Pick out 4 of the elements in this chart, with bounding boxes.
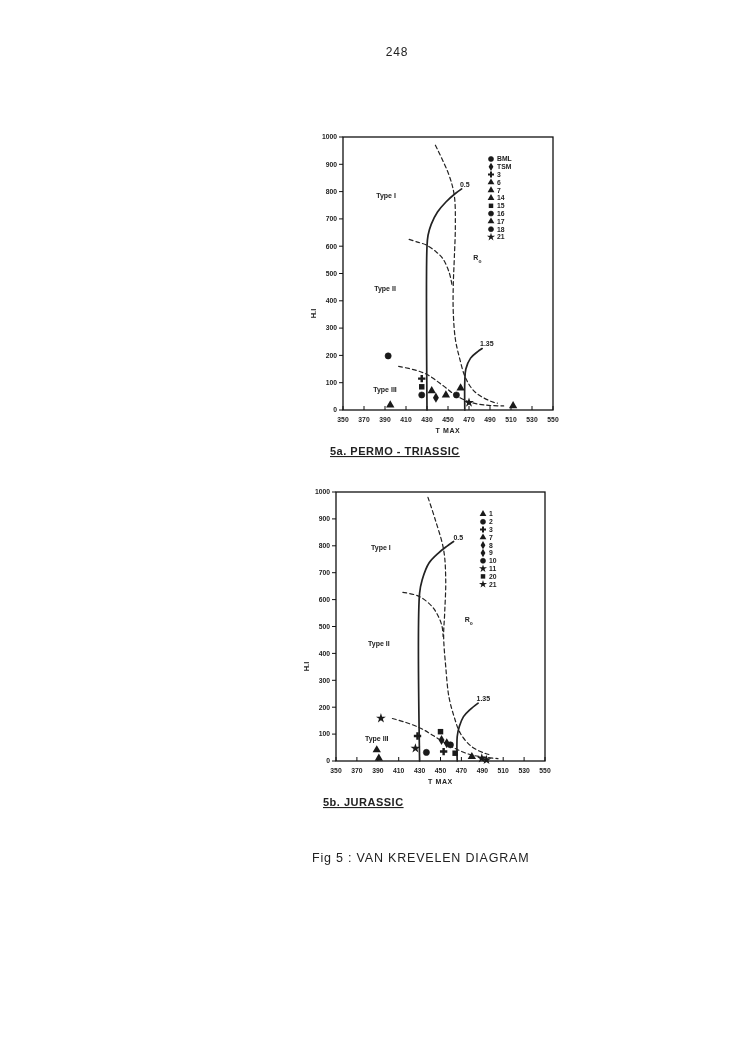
caption: Fig 5 : VAN KREVELEN DIAGRAM (312, 851, 530, 865)
text: 5b. JURASSIC (323, 796, 404, 808)
text: 5a. PERMO - TRIASSIC (330, 445, 460, 457)
text: 248 (385, 45, 409, 59)
